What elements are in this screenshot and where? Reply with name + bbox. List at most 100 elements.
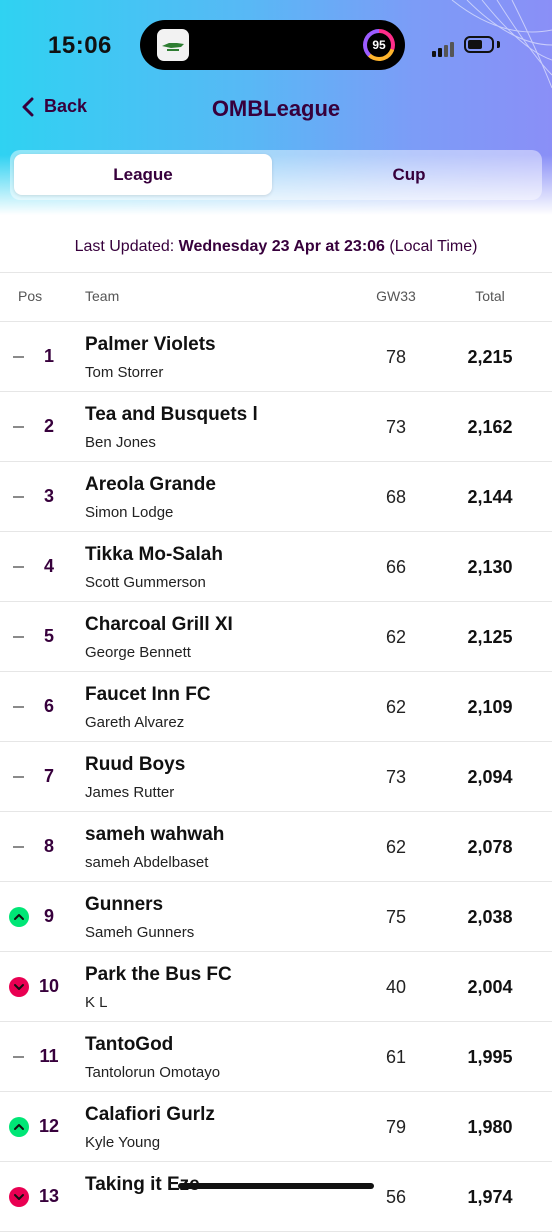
total-points: 2,038 bbox=[467, 907, 513, 927]
league-cup-tabs: League Cup bbox=[10, 150, 542, 200]
gameweek-points: 75 bbox=[385, 907, 407, 927]
team-name: Areola Grande bbox=[85, 474, 216, 495]
position: 6 bbox=[43, 696, 54, 716]
gameweek-points: 40 bbox=[385, 977, 407, 997]
activity-score: 95 bbox=[367, 33, 391, 57]
header-pos: Pos bbox=[18, 288, 43, 304]
team-name: Charcoal Grill XI bbox=[85, 614, 233, 635]
standings-row[interactable]: 4 Tikka Mo-Salah Scott Gummerson 66 2,130 bbox=[0, 532, 552, 602]
standings-row[interactable]: 13 Taking it Eze 56 1,974 bbox=[0, 1162, 552, 1232]
standings-row[interactable]: 8 sameh wahwah sameh Abdelbaset 62 2,078 bbox=[0, 812, 552, 882]
manager-name: George Bennett bbox=[85, 644, 191, 661]
position: 1 bbox=[43, 346, 54, 366]
gameweek-points: 66 bbox=[385, 557, 407, 577]
team-name: sameh wahwah bbox=[85, 824, 225, 845]
gameweek-points: 68 bbox=[385, 487, 407, 507]
last-updated: Last Updated: Wednesday 23 Apr at 23:06 … bbox=[0, 238, 552, 256]
gameweek-points: 61 bbox=[385, 1047, 407, 1067]
position: 9 bbox=[43, 906, 54, 926]
team-name: Palmer Violets bbox=[85, 334, 216, 355]
header-total: Total bbox=[475, 288, 505, 304]
total-points: 1,995 bbox=[467, 1047, 513, 1067]
battery-cap bbox=[497, 41, 500, 48]
back-button[interactable]: Back bbox=[22, 96, 87, 117]
chevron-left-icon bbox=[22, 97, 34, 116]
team-name: Tikka Mo-Salah bbox=[85, 544, 223, 565]
back-label: Back bbox=[44, 96, 88, 116]
position: 10 bbox=[38, 976, 60, 996]
clock: 15:06 bbox=[48, 32, 112, 59]
movement-down-icon bbox=[9, 1187, 29, 1207]
manager-name: Simon Lodge bbox=[85, 504, 174, 521]
status-bar: 15:06 95 bbox=[0, 0, 552, 90]
standings-row[interactable]: 1 Palmer Violets Tom Storrer 78 2,215 bbox=[0, 322, 552, 392]
manager-name: Kyle Young bbox=[85, 1134, 161, 1151]
standings-row[interactable]: 2 Tea and Busquets l Ben Jones 73 2,162 bbox=[0, 392, 552, 462]
team-name: Tea and Busquets l bbox=[85, 404, 258, 425]
position: 3 bbox=[43, 486, 54, 506]
movement-same-icon bbox=[13, 1056, 24, 1058]
standings-row[interactable]: 11 TantoGod Tantolorun Omotayo 61 1,995 bbox=[0, 1022, 552, 1092]
team-name: Faucet Inn FC bbox=[85, 684, 211, 705]
last-updated-prefix: Last Updated: bbox=[74, 238, 179, 255]
total-points: 2,004 bbox=[467, 977, 513, 997]
movement-same-icon bbox=[13, 706, 24, 708]
movement-down-icon bbox=[9, 977, 29, 997]
total-points: 2,215 bbox=[467, 347, 513, 367]
movement-same-icon bbox=[13, 496, 24, 498]
movement-same-icon bbox=[13, 566, 24, 568]
standings-row[interactable]: 3 Areola Grande Simon Lodge 68 2,144 bbox=[0, 462, 552, 532]
total-points: 2,144 bbox=[467, 487, 513, 507]
position: 4 bbox=[43, 556, 54, 576]
position: 11 bbox=[39, 1046, 59, 1066]
crocodile-logo-icon bbox=[162, 43, 184, 51]
movement-up-icon bbox=[9, 1117, 29, 1137]
gameweek-points: 73 bbox=[385, 767, 407, 787]
total-points: 2,130 bbox=[467, 557, 513, 577]
total-points: 2,094 bbox=[467, 767, 513, 787]
position: 13 bbox=[38, 1186, 60, 1206]
manager-name: K L bbox=[85, 994, 108, 1011]
activity-ring-icon: 95 bbox=[363, 29, 395, 61]
standings-list: 1 Palmer Violets Tom Storrer 78 2,215 2 Tea an… bbox=[0, 322, 552, 1232]
manager-name: Tom Storrer bbox=[85, 364, 164, 381]
standings-row[interactable]: 12 Calafiori Gurlz Kyle Young 79 1,980 bbox=[0, 1092, 552, 1162]
tab-league[interactable]: League bbox=[14, 154, 272, 195]
position: 2 bbox=[43, 416, 54, 436]
standings-row[interactable]: 9 Gunners Sameh Gunners 75 2,038 bbox=[0, 882, 552, 952]
team-name: Gunners bbox=[85, 894, 164, 915]
team-name: Calafiori Gurlz bbox=[85, 1104, 215, 1125]
tab-cup[interactable]: Cup bbox=[392, 165, 426, 184]
manager-name: Ben Jones bbox=[85, 434, 156, 451]
standings-row[interactable]: 7 Ruud Boys James Rutter 73 2,094 bbox=[0, 742, 552, 812]
gameweek-points: 73 bbox=[385, 417, 407, 437]
movement-same-icon bbox=[13, 426, 24, 428]
total-points: 1,974 bbox=[467, 1187, 513, 1207]
gameweek-points: 62 bbox=[385, 697, 407, 717]
total-points: 1,980 bbox=[467, 1117, 513, 1137]
team-name: Ruud Boys bbox=[85, 754, 186, 775]
standings-row[interactable]: 5 Charcoal Grill XI George Bennett 62 2,125 bbox=[0, 602, 552, 672]
decorative-lines bbox=[451, 0, 552, 89]
home-indicator bbox=[178, 1183, 374, 1189]
header-team: Team bbox=[85, 288, 120, 304]
manager-name: Scott Gummerson bbox=[85, 574, 206, 591]
total-points: 2,078 bbox=[467, 837, 513, 857]
movement-same-icon bbox=[13, 776, 24, 778]
standings-row[interactable]: 6 Faucet Inn FC Gareth Alvarez 62 2,109 bbox=[0, 672, 552, 742]
app-thumbnail bbox=[157, 29, 189, 61]
last-updated-suffix: (Local Time) bbox=[384, 238, 478, 255]
movement-same-icon bbox=[13, 356, 24, 358]
page-title: OMBLeague bbox=[211, 96, 341, 121]
manager-name: sameh Abdelbaset bbox=[85, 854, 209, 871]
standings-row[interactable]: 10 Park the Bus FC K L 40 2,004 bbox=[0, 952, 552, 1022]
position: 8 bbox=[43, 836, 54, 856]
position: 7 bbox=[43, 766, 54, 786]
team-name: TantoGod bbox=[85, 1034, 174, 1055]
total-points: 2,109 bbox=[467, 697, 513, 717]
cellular-signal-icon bbox=[432, 39, 456, 57]
gameweek-points: 78 bbox=[385, 347, 407, 367]
last-updated-date: Wednesday 23 Apr at 23:06 bbox=[178, 238, 385, 255]
manager-name: Gareth Alvarez bbox=[85, 714, 185, 731]
team-name: Park the Bus FC bbox=[85, 964, 232, 985]
